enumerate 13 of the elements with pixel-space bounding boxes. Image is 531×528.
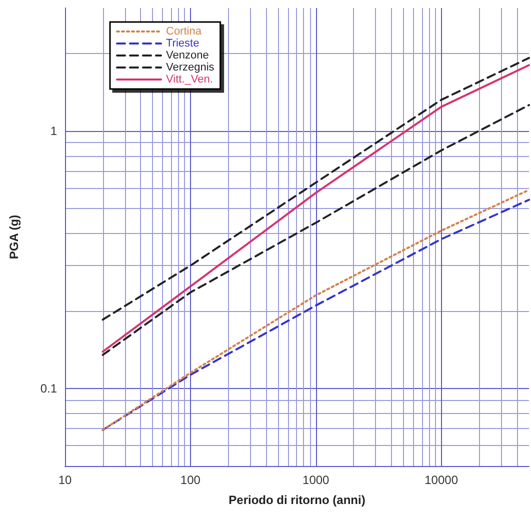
legend-label: Vitt._Ven. <box>166 74 213 86</box>
legend-label: Trieste <box>166 38 200 50</box>
y-tick-label: 0.1 <box>40 381 58 396</box>
y-tick-label: 1 <box>50 124 58 138</box>
x-tick-label: 100 <box>180 473 201 487</box>
legend-label: Venzone <box>166 50 209 62</box>
x-tick-label: 10000 <box>424 473 458 487</box>
legend-label: Cortina <box>166 26 202 38</box>
legend-label: Verzegnis <box>166 62 215 74</box>
x-tick-label: 1000 <box>302 473 330 487</box>
x-tick-label: 10 <box>58 473 72 487</box>
x-axis-title: Periodo di ritorno (anni) <box>228 493 366 507</box>
y-axis-title: PGA (g) <box>7 214 21 260</box>
